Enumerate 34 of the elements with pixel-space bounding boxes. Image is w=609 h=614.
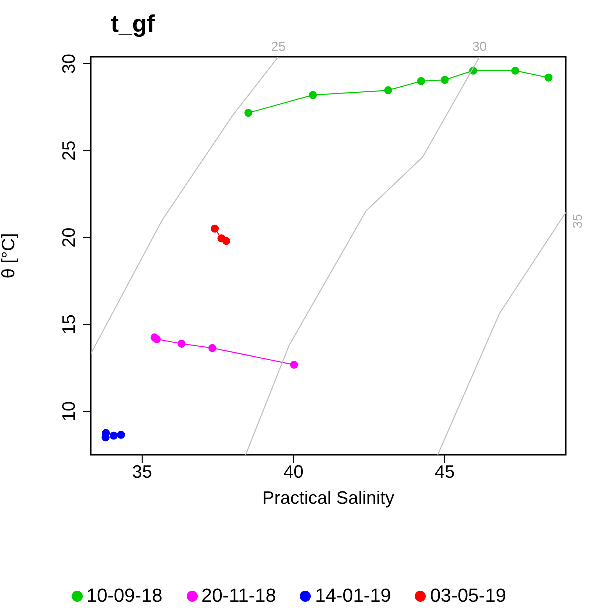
x-tick-label: 45: [434, 462, 455, 482]
legend-label: 14-01-19: [315, 586, 392, 607]
annotation: 30: [472, 39, 488, 54]
y-tick-label: 15: [59, 314, 79, 335]
point: [309, 91, 318, 100]
point: [290, 360, 298, 369]
point: [178, 340, 186, 348]
y-tick-label: 10: [59, 402, 79, 422]
x-tick-label: 35: [132, 462, 152, 482]
legend-label: 20-11-18: [202, 586, 276, 607]
line-series: [91, 57, 280, 355]
x-axis-title: Practical Salinity: [262, 488, 395, 508]
point: [110, 432, 118, 440]
point: [417, 77, 426, 86]
point: [544, 74, 553, 82]
y-tick-label: 20: [59, 228, 79, 248]
point: [117, 431, 126, 440]
point: [384, 86, 392, 95]
y-axis-title: θ [°C]: [0, 233, 18, 279]
x-tick-label: 40: [284, 462, 304, 482]
legend-label: 10-09-18: [86, 586, 163, 607]
point: [208, 344, 217, 352]
y-tick-label: 30: [59, 54, 79, 74]
chart-title: t_gf: [111, 11, 156, 38]
annotation: 25: [271, 39, 286, 54]
point: [511, 66, 520, 75]
annotation: 35: [570, 214, 585, 229]
line-series: [245, 57, 480, 455]
point: [211, 224, 220, 233]
point: [244, 109, 253, 118]
point: [440, 76, 449, 84]
legend-label: 03-05-19: [430, 586, 506, 607]
y-tick-label: 25: [59, 140, 79, 161]
point: [222, 237, 231, 246]
